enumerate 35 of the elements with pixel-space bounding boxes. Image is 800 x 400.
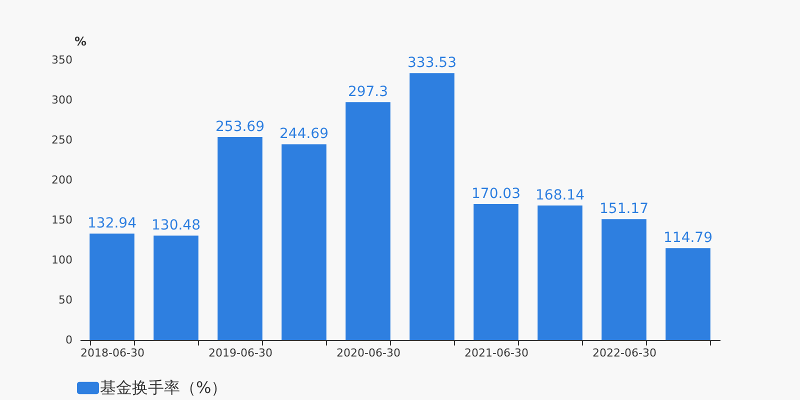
x-tick-label: 2019-06-30 [208,346,272,360]
data-label: 253.69 [216,119,264,136]
y-tick-label: 250 [52,134,72,146]
x-tick-label: 2022-06-30 [592,346,656,360]
data-label: 170.03 [472,186,520,202]
x-tick-label: 2020-06-30 [336,346,400,360]
y-tick-label: 300 [52,94,72,106]
data-label: 130.48 [152,218,200,234]
x-tick-label: 2018-06-30 [80,346,144,360]
y-tick-label: 200 [52,174,72,186]
bar [218,137,262,340]
data-label: 151.17 [600,201,648,218]
legend-label: 基金换手率（%） [100,378,228,397]
y-tick-label: 0 [66,334,72,346]
data-label: 114.79 [664,230,712,246]
y-tick-label: 150 [52,214,72,226]
data-label: 132.94 [88,216,137,232]
bar [538,205,582,340]
y-tick-label: 100 [52,254,72,266]
y-tick-label: 50 [58,294,72,306]
bar [474,204,518,340]
y-axis-title: % [74,34,87,48]
x-tick-label: 2021-06-30 [464,346,528,360]
data-label: 333.53 [408,55,456,72]
bar [602,219,646,340]
bar [154,236,198,340]
bar [282,144,326,340]
bar [666,248,710,340]
bar [410,73,454,340]
bar [346,102,390,340]
data-label: 244.69 [280,126,328,142]
y-tick-label: 350 [52,54,72,66]
bar [90,234,134,340]
data-label: 297.3 [348,84,388,100]
data-label: 168.14 [536,187,585,204]
